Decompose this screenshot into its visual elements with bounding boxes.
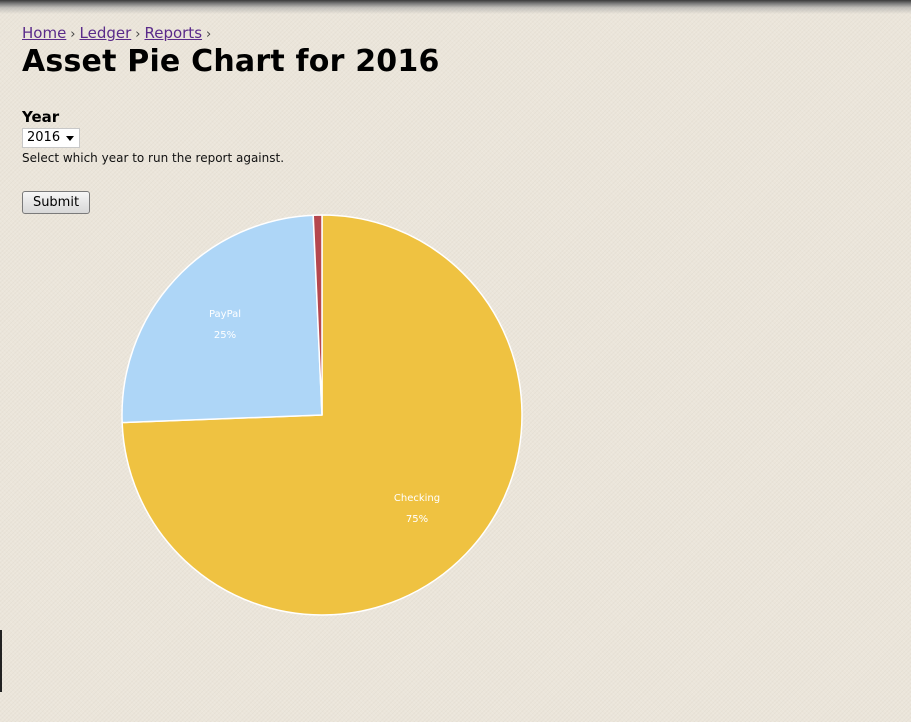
pie-slices (121, 214, 523, 616)
breadcrumb-separator: › (135, 27, 141, 42)
breadcrumb: Home › Ledger › Reports › (22, 24, 215, 42)
year-select[interactable]: 2016 (22, 128, 80, 148)
slice-label-checking-percent: 75% (406, 514, 428, 525)
breadcrumb-reports-link[interactable]: Reports (144, 24, 203, 42)
year-select-value: 2016 (27, 130, 61, 145)
breadcrumb-separator: › (70, 27, 76, 42)
asset-pie-chart: PayPal 25% Checking 75% (121, 214, 523, 616)
year-label: Year (22, 108, 60, 126)
page-title: Asset Pie Chart for 2016 (22, 44, 440, 79)
pie-labels: PayPal 25% Checking 75% (209, 309, 440, 525)
year-help-text: Select which year to run the report agai… (22, 151, 285, 165)
chevron-down-icon (66, 136, 74, 141)
window-left-edge (0, 630, 2, 692)
breadcrumb-ledger-link[interactable]: Ledger (79, 24, 132, 42)
breadcrumb-home-link[interactable]: Home (22, 24, 67, 42)
pie-slice-paypal (121, 214, 323, 424)
slice-label-paypal-percent: 25% (214, 330, 236, 341)
submit-button[interactable]: Submit (22, 191, 90, 214)
slice-label-checking-name: Checking (394, 493, 440, 504)
breadcrumb-separator: › (206, 27, 212, 42)
window-top-shadow (0, 0, 911, 14)
pie-slice-other (312, 214, 323, 416)
slice-label-paypal-name: PayPal (209, 309, 241, 320)
